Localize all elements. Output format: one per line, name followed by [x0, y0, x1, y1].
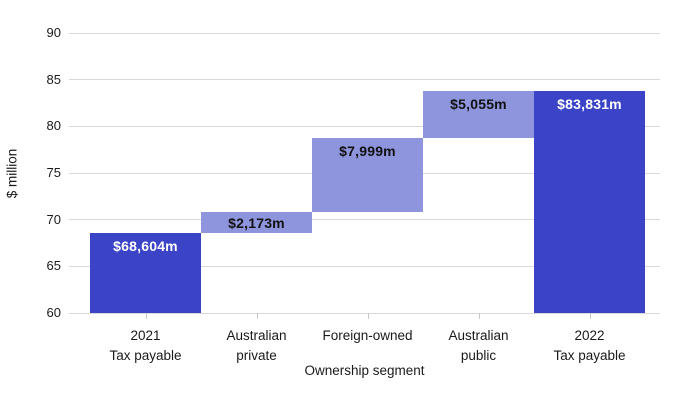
x-tick-label-2021-tax-payable: 2021 Tax payable — [109, 328, 182, 363]
bar-foreign-owned: $7,999m — [312, 137, 423, 213]
gridline-85 — [69, 79, 660, 81]
y-axis-title: $ million — [4, 148, 20, 199]
bar-value-label-foreign-owned: $7,999m — [339, 142, 396, 159]
x-tick-label-australian-private: Australian private — [226, 328, 287, 363]
y-tick-label-80: 80 — [46, 118, 61, 134]
x-tick-foreign-owned — [367, 313, 369, 319]
y-tick-label-70: 70 — [46, 211, 61, 227]
y-tick-label-75: 75 — [46, 165, 61, 180]
bar-value-label-2022-tax-payable: $83,831m — [557, 95, 622, 112]
x-tick-2021-tax-payable — [145, 313, 147, 319]
y-tick-label-65: 65 — [46, 258, 61, 274]
gridline-70 — [69, 219, 660, 221]
x-tick-label-australian-public: Australian public — [448, 328, 509, 363]
y-tick-label-85: 85 — [46, 71, 61, 87]
bar-value-label-australian-private: $2,173m — [228, 215, 285, 232]
x-tick-label-2022-tax-payable: 2022 Tax payable — [553, 328, 626, 363]
gridline-80 — [69, 125, 660, 127]
x-tick-australian-public — [478, 313, 480, 319]
gridline-90 — [69, 32, 660, 34]
x-tick-australian-private — [256, 313, 258, 319]
bar-value-label-2021-tax-payable: $68,604m — [113, 237, 178, 254]
x-axis-title: Ownership segment — [304, 363, 425, 378]
bar-2022-tax-payable: $83,831m — [534, 90, 645, 313]
bar-2021-tax-payable: $68,604m — [90, 232, 201, 313]
gridline-60 — [69, 312, 660, 314]
x-tick-label-foreign-owned: Foreign-owned — [322, 328, 413, 343]
y-tick-label-90: 90 — [46, 25, 61, 40]
x-tick-2022-tax-payable — [589, 313, 591, 319]
y-tick-label-60: 60 — [46, 305, 61, 320]
bar-australian-public: $5,055m — [423, 90, 534, 138]
bar-value-label-australian-public: $5,055m — [450, 95, 507, 112]
bar-australian-private: $2,173m — [201, 212, 312, 233]
gridline-65 — [69, 265, 660, 267]
